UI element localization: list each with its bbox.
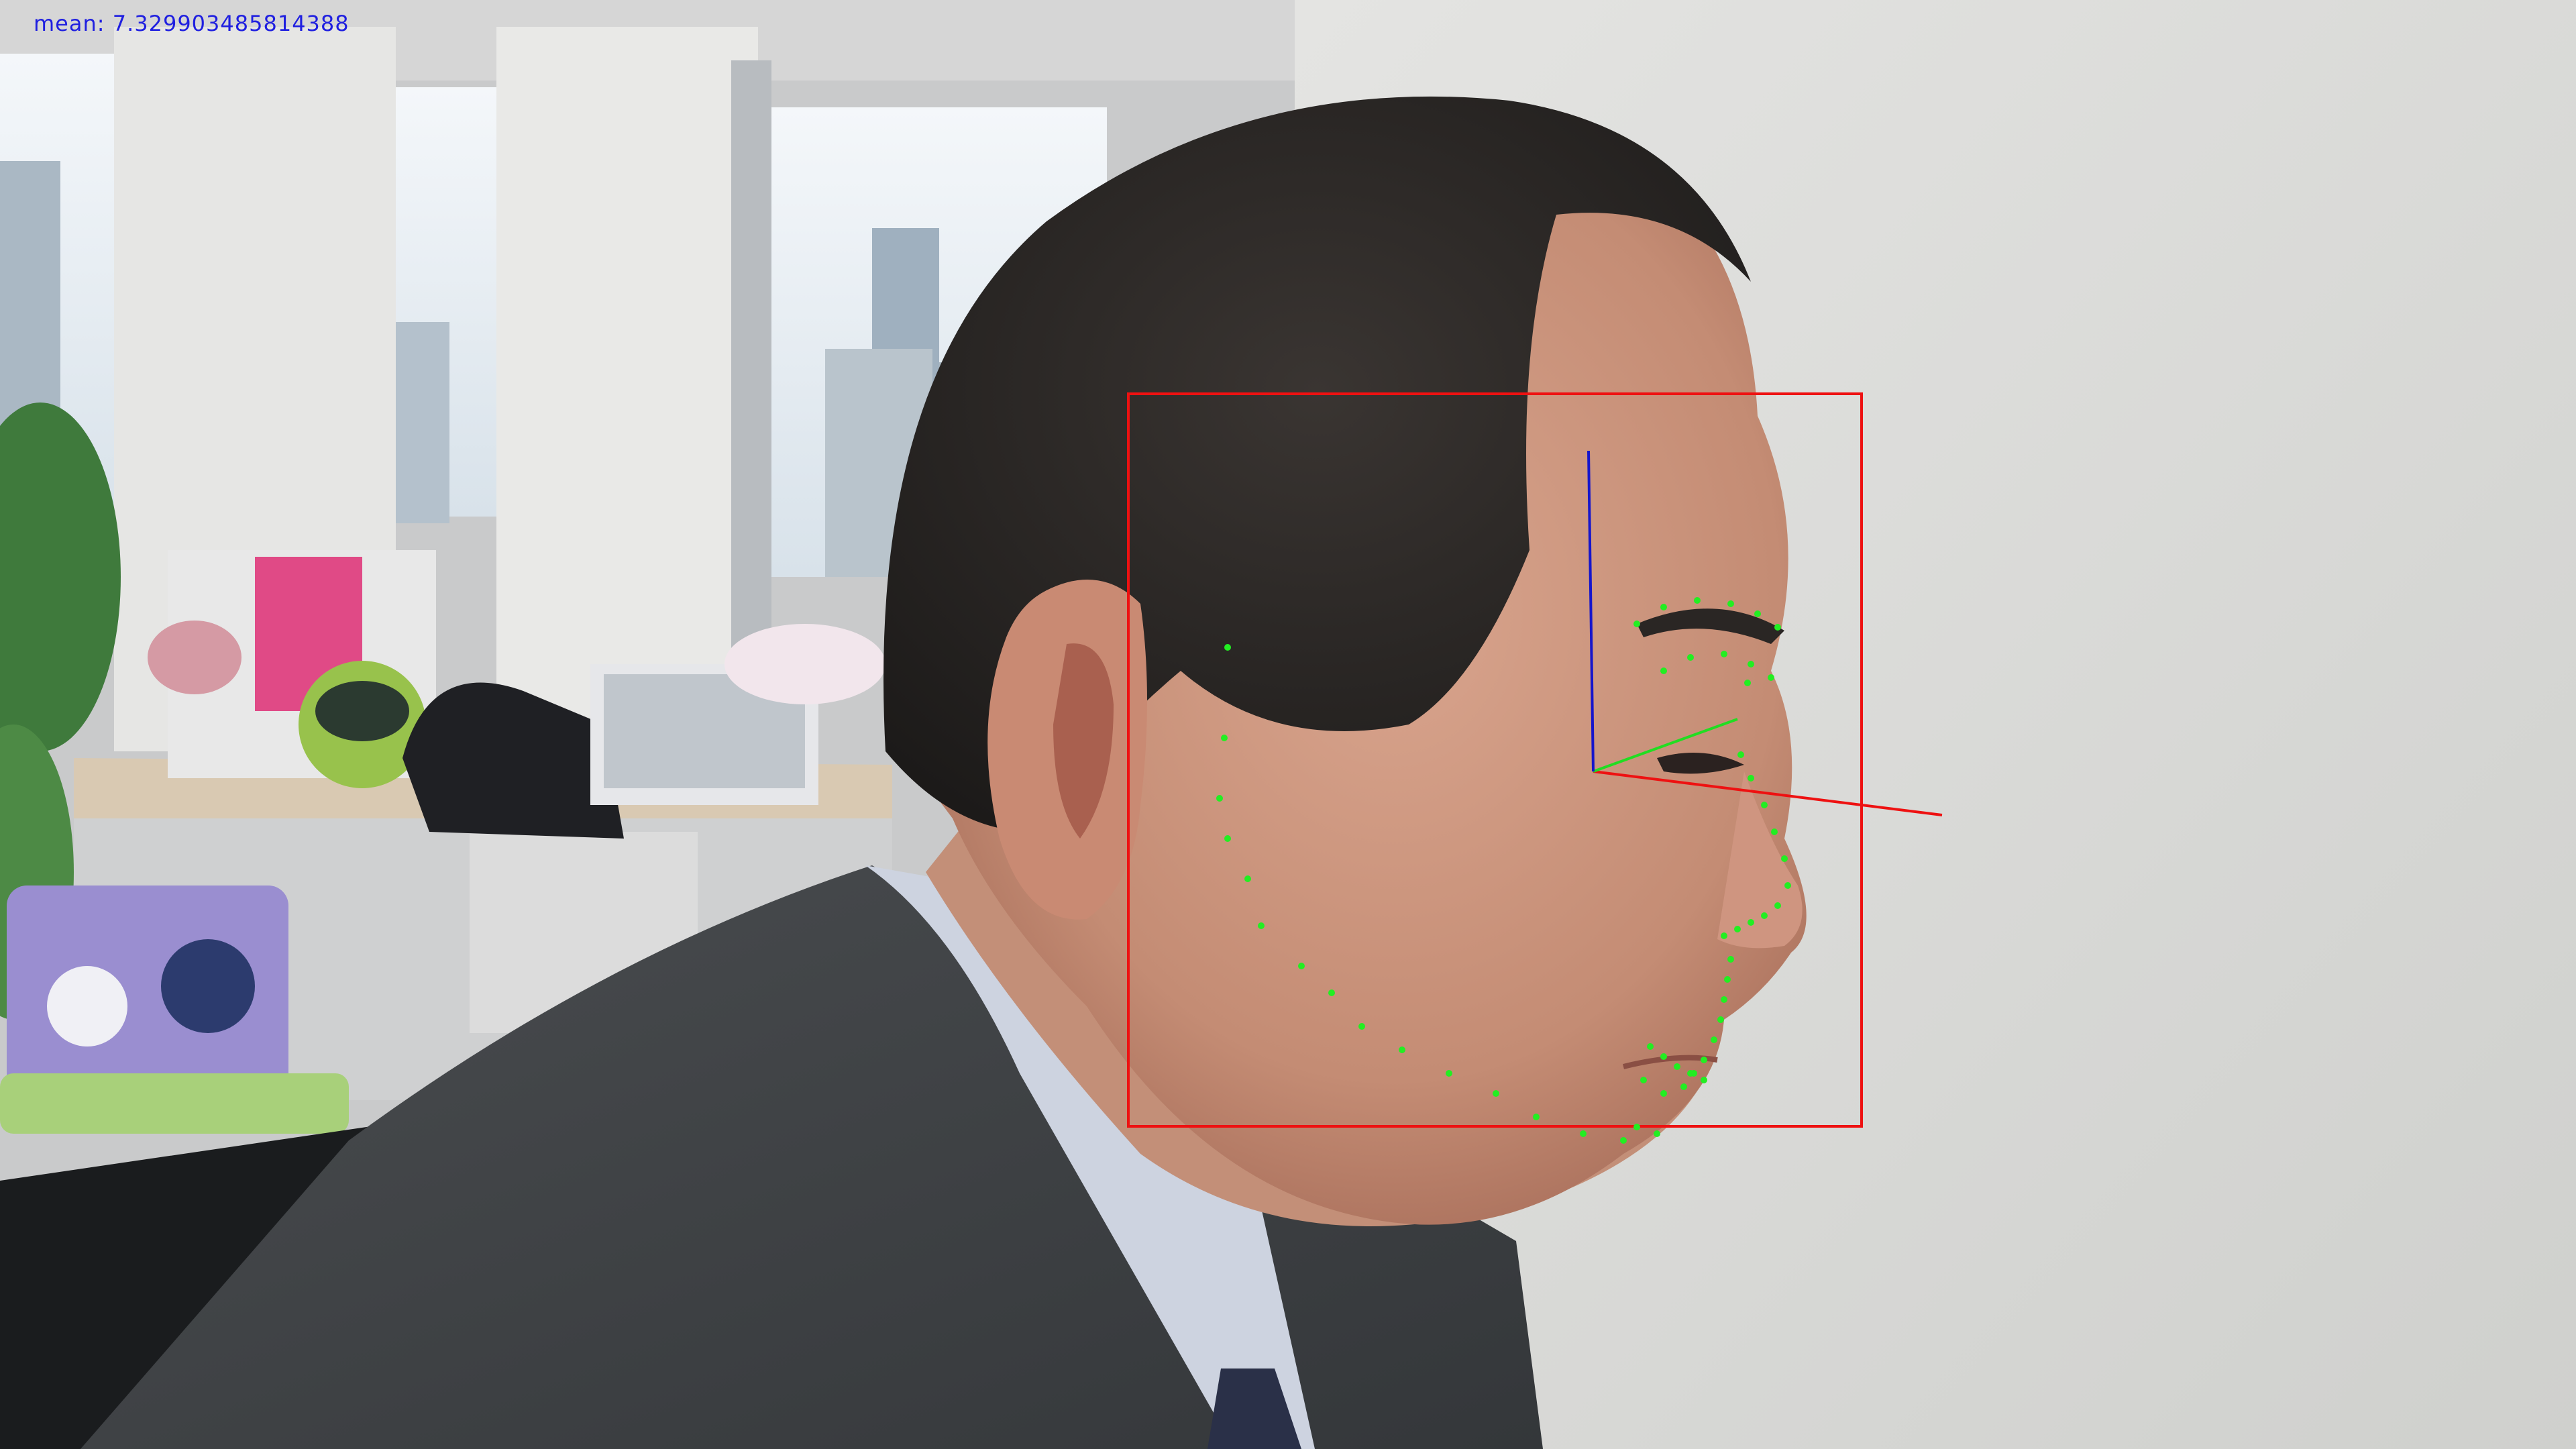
landmark-point <box>1694 597 1701 604</box>
landmark-point <box>1680 1083 1687 1090</box>
landmark-point <box>1224 835 1231 842</box>
landmark-point <box>1768 674 1774 681</box>
landmark-point <box>1674 1063 1680 1070</box>
pose-axis-z <box>1587 450 1595 772</box>
landmark-point <box>1721 996 1727 1003</box>
landmark-point <box>1660 1053 1667 1060</box>
landmark-point <box>1774 902 1781 909</box>
landmark-point <box>1701 1057 1707 1063</box>
landmark-point <box>1580 1130 1587 1137</box>
landmark-point <box>1224 644 1231 651</box>
landmark-point <box>1660 604 1667 610</box>
landmark-point <box>1216 795 1223 802</box>
landmark-point <box>1727 600 1734 607</box>
mean-value-label: mean: 7.329903485814388 <box>34 11 350 36</box>
landmark-point <box>1647 1043 1654 1050</box>
landmark-point <box>1727 956 1734 963</box>
face-bounding-box <box>1127 392 1863 1128</box>
landmark-point <box>1748 661 1754 667</box>
landmark-point <box>1744 680 1751 686</box>
landmark-point <box>1784 882 1791 889</box>
landmark-point <box>1774 624 1781 631</box>
person-head <box>883 96 1807 1226</box>
landmark-point <box>1754 610 1761 617</box>
landmark-point <box>1721 932 1727 939</box>
landmark-point <box>1761 802 1768 808</box>
pose-axis-x <box>1593 770 1943 816</box>
landmark-point <box>1399 1046 1405 1053</box>
landmark-point <box>1640 1077 1647 1083</box>
landmark-point <box>1533 1114 1540 1120</box>
landmark-point <box>1724 976 1731 983</box>
landmark-point <box>1761 912 1768 919</box>
landmark-point <box>1358 1023 1365 1030</box>
landmark-point <box>1748 775 1754 782</box>
landmark-point <box>1737 751 1744 758</box>
landmark-point <box>1493 1090 1499 1097</box>
landmark-point <box>1258 922 1265 929</box>
landmark-point <box>1781 855 1788 862</box>
landmark-point <box>1660 667 1667 674</box>
landmark-point <box>1660 1090 1667 1097</box>
face-landmarks <box>1216 597 1791 1144</box>
landmark-point <box>1633 1124 1640 1130</box>
landmark-point <box>1717 1016 1724 1023</box>
landmark-point <box>1721 651 1727 657</box>
landmark-point <box>1221 735 1228 741</box>
landmark-point <box>1701 1077 1707 1083</box>
landmark-point <box>1771 828 1778 835</box>
landmark-point <box>1687 1070 1694 1077</box>
head-pose-axes <box>1587 450 1943 816</box>
pose-axis-y <box>1593 718 1738 773</box>
landmark-point <box>1633 621 1640 627</box>
landmark-point <box>1734 926 1741 932</box>
landmark-point <box>1328 989 1335 996</box>
landmark-point <box>1711 1036 1717 1043</box>
landmark-point <box>1244 875 1251 882</box>
landmark-point <box>1620 1137 1627 1144</box>
landmark-point <box>1748 919 1754 926</box>
landmark-point <box>1654 1130 1660 1137</box>
landmark-point <box>1298 963 1305 969</box>
person-suit <box>80 865 1543 1449</box>
landmark-point <box>1687 654 1694 661</box>
landmark-point <box>1446 1070 1452 1077</box>
